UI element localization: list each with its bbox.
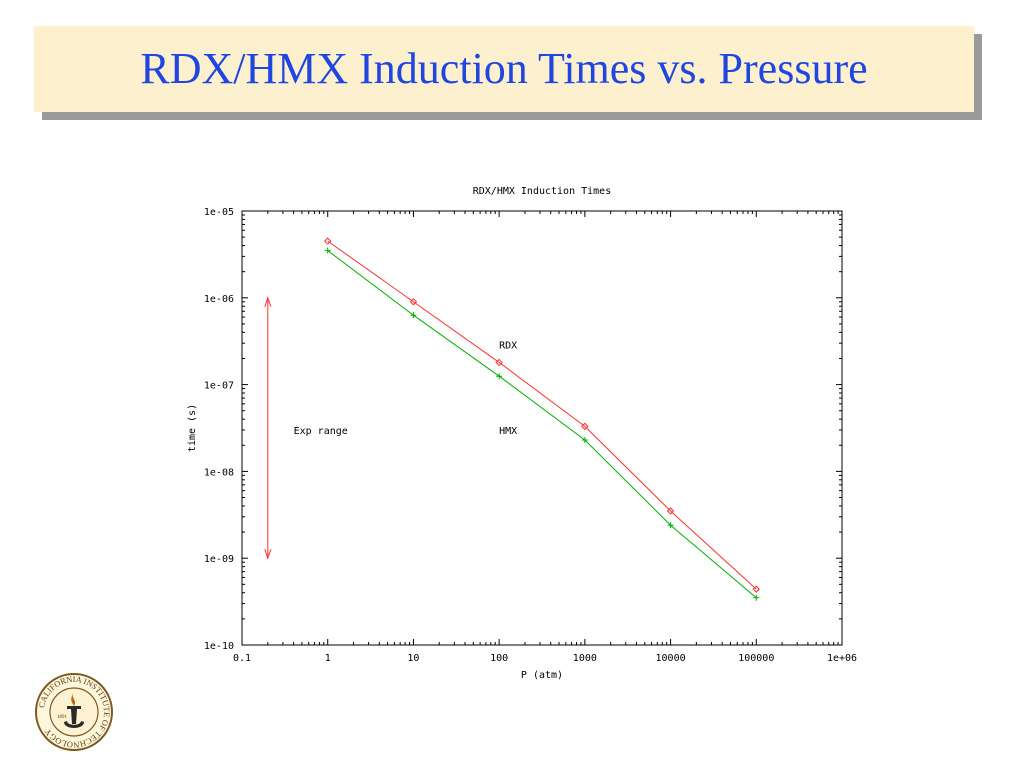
y-tick-label: 1e-05 (204, 207, 234, 218)
x-tick-label: 10 (407, 653, 419, 664)
hmx-point (324, 247, 331, 254)
y-tick-label: 1e-08 (204, 467, 234, 478)
y-tick-label: 1e-10 (204, 641, 234, 652)
rdx-series-label: RDX (499, 340, 517, 351)
title-box: RDX/HMX Induction Times vs. Pressure (34, 26, 974, 112)
hmx-point (667, 522, 674, 529)
hmx-point (581, 437, 588, 444)
x-tick-label: 1e+06 (827, 653, 857, 664)
plot-frame (241, 210, 843, 646)
x-tick-label: 0.1 (233, 653, 251, 664)
exp-range-arrowhead-top (264, 296, 272, 307)
rdx-point (495, 358, 503, 367)
rdx-point (409, 298, 418, 306)
hmx-point (496, 373, 503, 380)
y-tick-label: 1e-09 (204, 554, 234, 565)
rdx-point (752, 585, 760, 593)
rdx-series-line (327, 240, 757, 590)
y-tick-label: 1e-07 (204, 381, 234, 392)
x-tick-label: 1 (325, 653, 331, 664)
y-axis-label: time (s) (187, 404, 198, 452)
x-tick-label: 100 (490, 653, 508, 664)
rdx-point (581, 422, 589, 431)
x-tick-label: 100000 (738, 653, 774, 664)
exp-range-label: Exp range (294, 426, 348, 437)
hmx-point (410, 312, 417, 319)
rdx-point (324, 237, 332, 245)
x-tick-label: 10000 (656, 653, 686, 664)
caltech-seal-icon: CALIFORNIA INSTITUTE OF TECHNOLOGY 1891 (35, 673, 113, 751)
chart-title: RDX/HMX Induction Times (473, 186, 611, 197)
x-tick-label: 1000 (573, 653, 597, 664)
hmx-series-label: HMX (499, 426, 517, 437)
x-axis-label: P (atm) (521, 670, 563, 681)
y-tick-label: 1e-06 (204, 294, 234, 305)
page-title: RDX/HMX Induction Times vs. Pressure (140, 44, 868, 93)
exp-range-arrowhead-bottom (264, 549, 272, 560)
hmx-point (753, 594, 760, 601)
hmx-series-line (327, 250, 757, 599)
chart: RDX/HMX Induction Times 0.1 1 10 100 1000 1000… (187, 186, 857, 681)
rdx-point (666, 507, 675, 515)
seal-year: 1891 (57, 715, 68, 720)
